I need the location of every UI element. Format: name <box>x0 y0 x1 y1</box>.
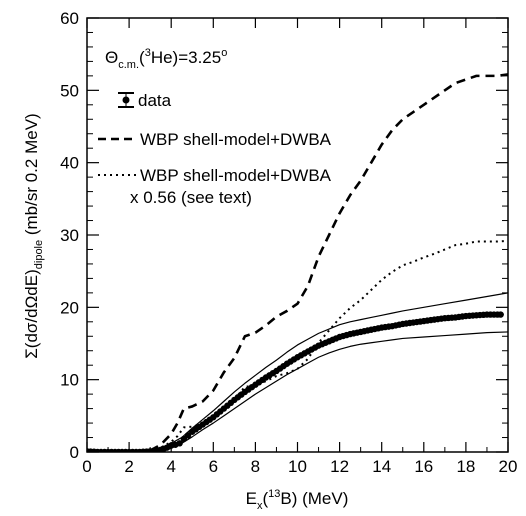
annotation-suffix: He)=3.25 <box>151 48 221 67</box>
y-tick-label-3: 30 <box>60 226 79 245</box>
legend-label-dotted-line2: x 0.56 (see text) <box>130 188 252 207</box>
x-tick-label-3: 6 <box>209 457 218 476</box>
y-tick-label-2: 20 <box>60 298 79 317</box>
x-tick-label-1: 2 <box>124 457 133 476</box>
y-axis-title: Σ(dσ/dΩdE)dipole (mb/sr 0.2 MeV) <box>22 113 45 358</box>
x-tick-label-2: 4 <box>166 457 175 476</box>
y-tick-label-5: 50 <box>60 81 79 100</box>
legend-label-data: data <box>138 91 172 110</box>
series-layer <box>87 73 508 452</box>
x-tick-label-0: 0 <box>82 457 91 476</box>
annotation-prefix: Θ <box>105 48 118 67</box>
annotation-mid: ( <box>139 48 145 67</box>
legend: data WBP shell-model+DWBA WBP shell-mode… <box>98 91 332 207</box>
y-tick-label-6: 60 <box>60 9 79 28</box>
annotation-degree: o <box>221 47 227 59</box>
legend-item-data: data <box>118 91 172 110</box>
x-tick-label-4: 8 <box>251 457 260 476</box>
y-axis-title-sub: dipole <box>33 240 45 269</box>
x-tick-label-7: 14 <box>372 457 391 476</box>
x-tick-label-8: 16 <box>414 457 433 476</box>
x-tick-label-9: 18 <box>456 457 475 476</box>
x-axis-title-sup: 13 <box>268 488 280 500</box>
ticks-layer: 0 2 4 6 8 10 12 14 16 18 20 0 10 20 30 40 50 60 <box>60 9 517 476</box>
annotation-angle: Θc.m.(3He)=3.25o <box>105 47 227 71</box>
y-tick-label-4: 40 <box>60 154 79 173</box>
annotation-sup: 3 <box>145 47 151 59</box>
x-tick-label-6: 12 <box>330 457 349 476</box>
data-point <box>497 311 504 318</box>
annotation-sub: c.m. <box>118 59 139 71</box>
legend-label-dashed: WBP shell-model+DWBA <box>140 130 332 149</box>
series-line-dashed-3 <box>149 73 508 452</box>
series-line-solid-2 <box>150 331 508 452</box>
x-axis-title-sub: x <box>257 500 263 512</box>
x-tick-label-10: 20 <box>499 457 518 476</box>
x-tick-label-5: 10 <box>288 457 307 476</box>
y-tick-label-1: 10 <box>60 371 79 390</box>
series-line-solid-1 <box>150 292 508 452</box>
y-tick-label-0: 0 <box>70 443 79 462</box>
legend-label-dotted: WBP shell-model+DWBA <box>140 166 332 185</box>
legend-marker-point <box>122 96 130 104</box>
legend-item-dotted: WBP shell-model+DWBA x 0.56 (see text) <box>98 166 332 207</box>
legend-item-dashed: WBP shell-model+DWBA <box>98 130 332 149</box>
